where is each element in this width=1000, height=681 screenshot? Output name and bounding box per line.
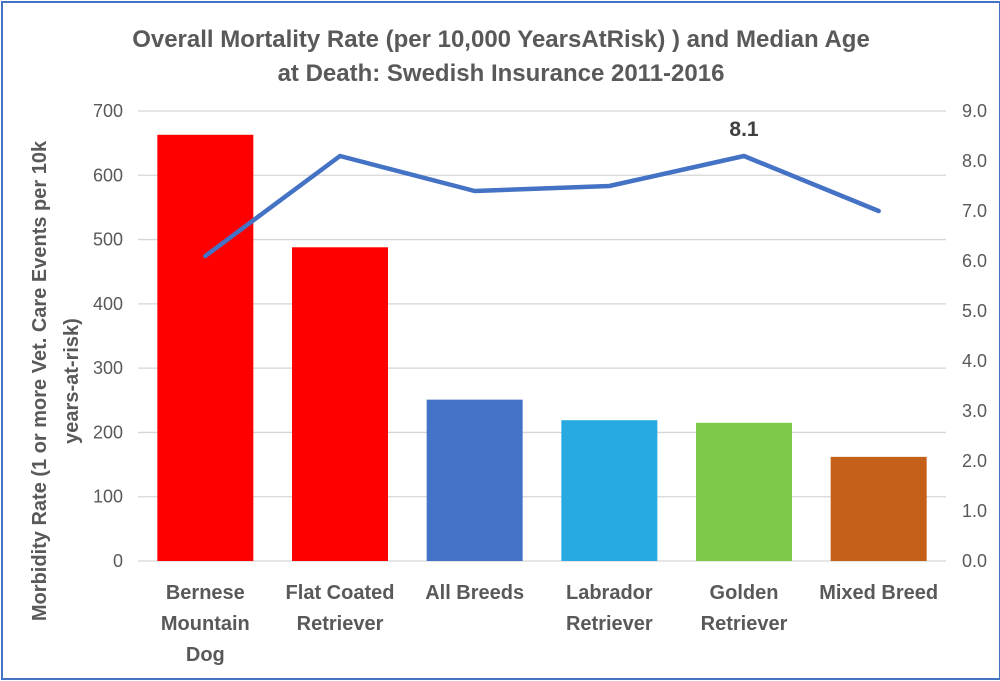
right-axis-tick: 9.0 (962, 101, 987, 121)
bar-bernese-mountain-dog (157, 134, 254, 562)
left-axis-tick: 200 (93, 422, 123, 442)
bar-mixed-breed (830, 456, 927, 561)
left-axis-tick: 100 (93, 487, 123, 507)
right-axis-tick: 6.0 (962, 251, 987, 271)
left-axis-title: Morbidity Rate (1 or more Vet. Care Even… (29, 140, 51, 621)
median-age-line (203, 153, 881, 259)
left-axis-title: years-at-risk) (61, 318, 83, 444)
chart-title-line-2: at Death: Swedish Insurance 2011-2016 (277, 60, 725, 87)
chart-title-line-1: Overall Mortality Rate (per 10,000 Years… (132, 26, 870, 53)
category-label: Bernese (166, 582, 245, 604)
left-axis-tick: 0 (113, 551, 123, 571)
right-axis-tick: 8.0 (962, 151, 987, 171)
right-axis-tick: 0.0 (962, 551, 987, 571)
left-axis-tick: 500 (93, 230, 123, 250)
category-label: Mixed Breed (819, 582, 938, 604)
right-axis-tick: 1.0 (962, 501, 987, 521)
left-axis-tick: 300 (93, 358, 123, 378)
right-axis-tick: 2.0 (962, 451, 987, 471)
right-axis-tick: 3.0 (962, 401, 987, 421)
left-axis-tick: 400 (93, 294, 123, 314)
bar-all-breeds (426, 399, 523, 561)
left-axis-tick: 600 (93, 165, 123, 185)
category-label: Labrador (566, 582, 653, 604)
category-label: Retriever (566, 613, 653, 635)
category-label: Retriever (701, 613, 788, 635)
chart-title: Overall Mortality Rate (per 10,000 Years… (3, 23, 999, 91)
category-label: Retriever (297, 613, 384, 635)
bar-labrador-retriever (561, 420, 658, 561)
category-label: Flat Coated (286, 582, 395, 604)
right-axis-tick: 5.0 (962, 301, 987, 321)
bar-flat-coated-retriever (292, 247, 388, 562)
left-axis-tick: 700 (93, 101, 123, 121)
bar-golden-retriever (696, 422, 792, 561)
category-label: Dog (186, 644, 225, 666)
category-label: Golden (710, 582, 779, 604)
right-axis-tick: 4.0 (962, 351, 987, 371)
right-axis-tick: 7.0 (962, 201, 987, 221)
line-data-label: 8.1 (729, 118, 759, 141)
category-label: All Breeds (425, 582, 524, 604)
category-label: Mountain (161, 613, 250, 635)
